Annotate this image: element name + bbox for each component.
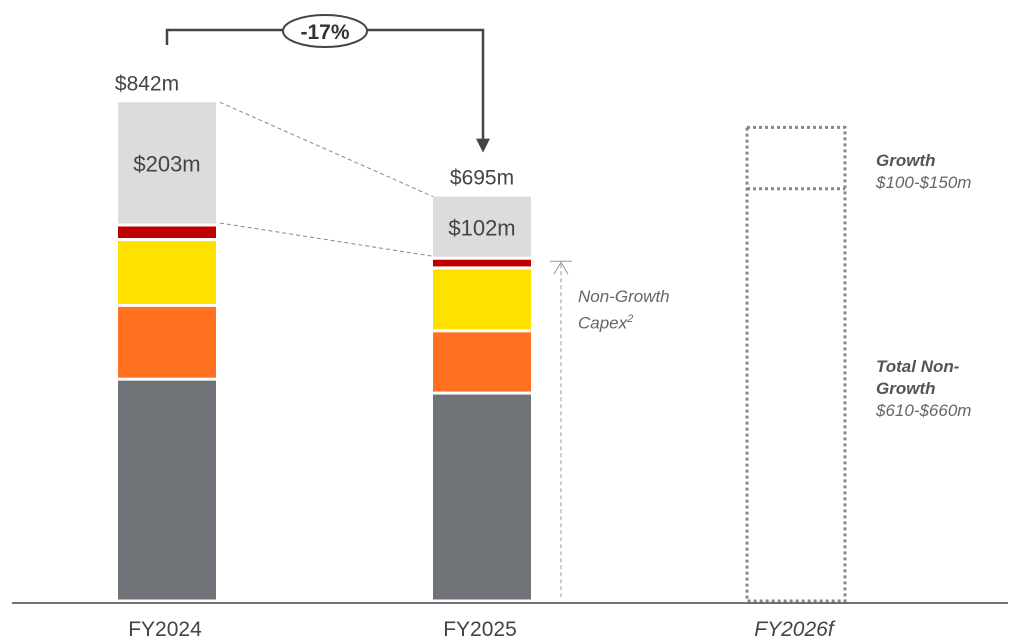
bar-segment-fy2024-2 [118,241,216,304]
segment-value-label: $203m [133,152,200,177]
connector-top [219,101,434,198]
bar-segment-fy2024-1 [118,306,216,378]
nongrowth-annotation: Total Non- Growth $610-$660m [876,356,971,422]
total-label: $695m [450,167,514,190]
change-badge [282,14,368,48]
growth-annotation: Growth $100-$150m [876,150,971,194]
bar-segment-fy2025-0 [433,394,531,600]
bar-segment-fy2024-0 [118,380,216,600]
connector-mid [219,222,434,257]
bar-segment-fy2025-1 [433,332,531,392]
bar-segment-fy2025-3 [433,259,531,267]
bracket-label-line1: Non-Growth [578,287,670,306]
bar-segment-fy2025-2 [433,269,531,330]
bracket-label-superscript: 2 [627,313,634,325]
category-label: FY2026f [754,618,836,641]
change-arrow-head [476,138,490,153]
bracket-arrowhead [553,261,569,275]
bar-segment-fy2024-4 [118,102,216,224]
category-label: FY2024 [128,618,202,641]
nongrowth-title-2: Growth [876,379,936,398]
bracket-label-line2: Capex [578,313,628,333]
growth-range: $100-$150m [876,173,972,192]
bracket-label: Non-Growth Capex2 [578,286,670,335]
nongrowth-range: $610-$660m [876,401,972,420]
change-label: -17% [300,21,349,44]
segment-value-label: $102m [448,215,515,240]
forecast-box [745,125,847,603]
nongrowth-title-1: Total Non- [876,357,960,376]
bar-segment-fy2025-4 [433,196,531,257]
growth-title: Growth [876,151,936,170]
category-label: FY2025 [443,618,517,641]
bar-segment-fy2024-3 [118,226,216,239]
total-label: $842m [115,72,179,95]
